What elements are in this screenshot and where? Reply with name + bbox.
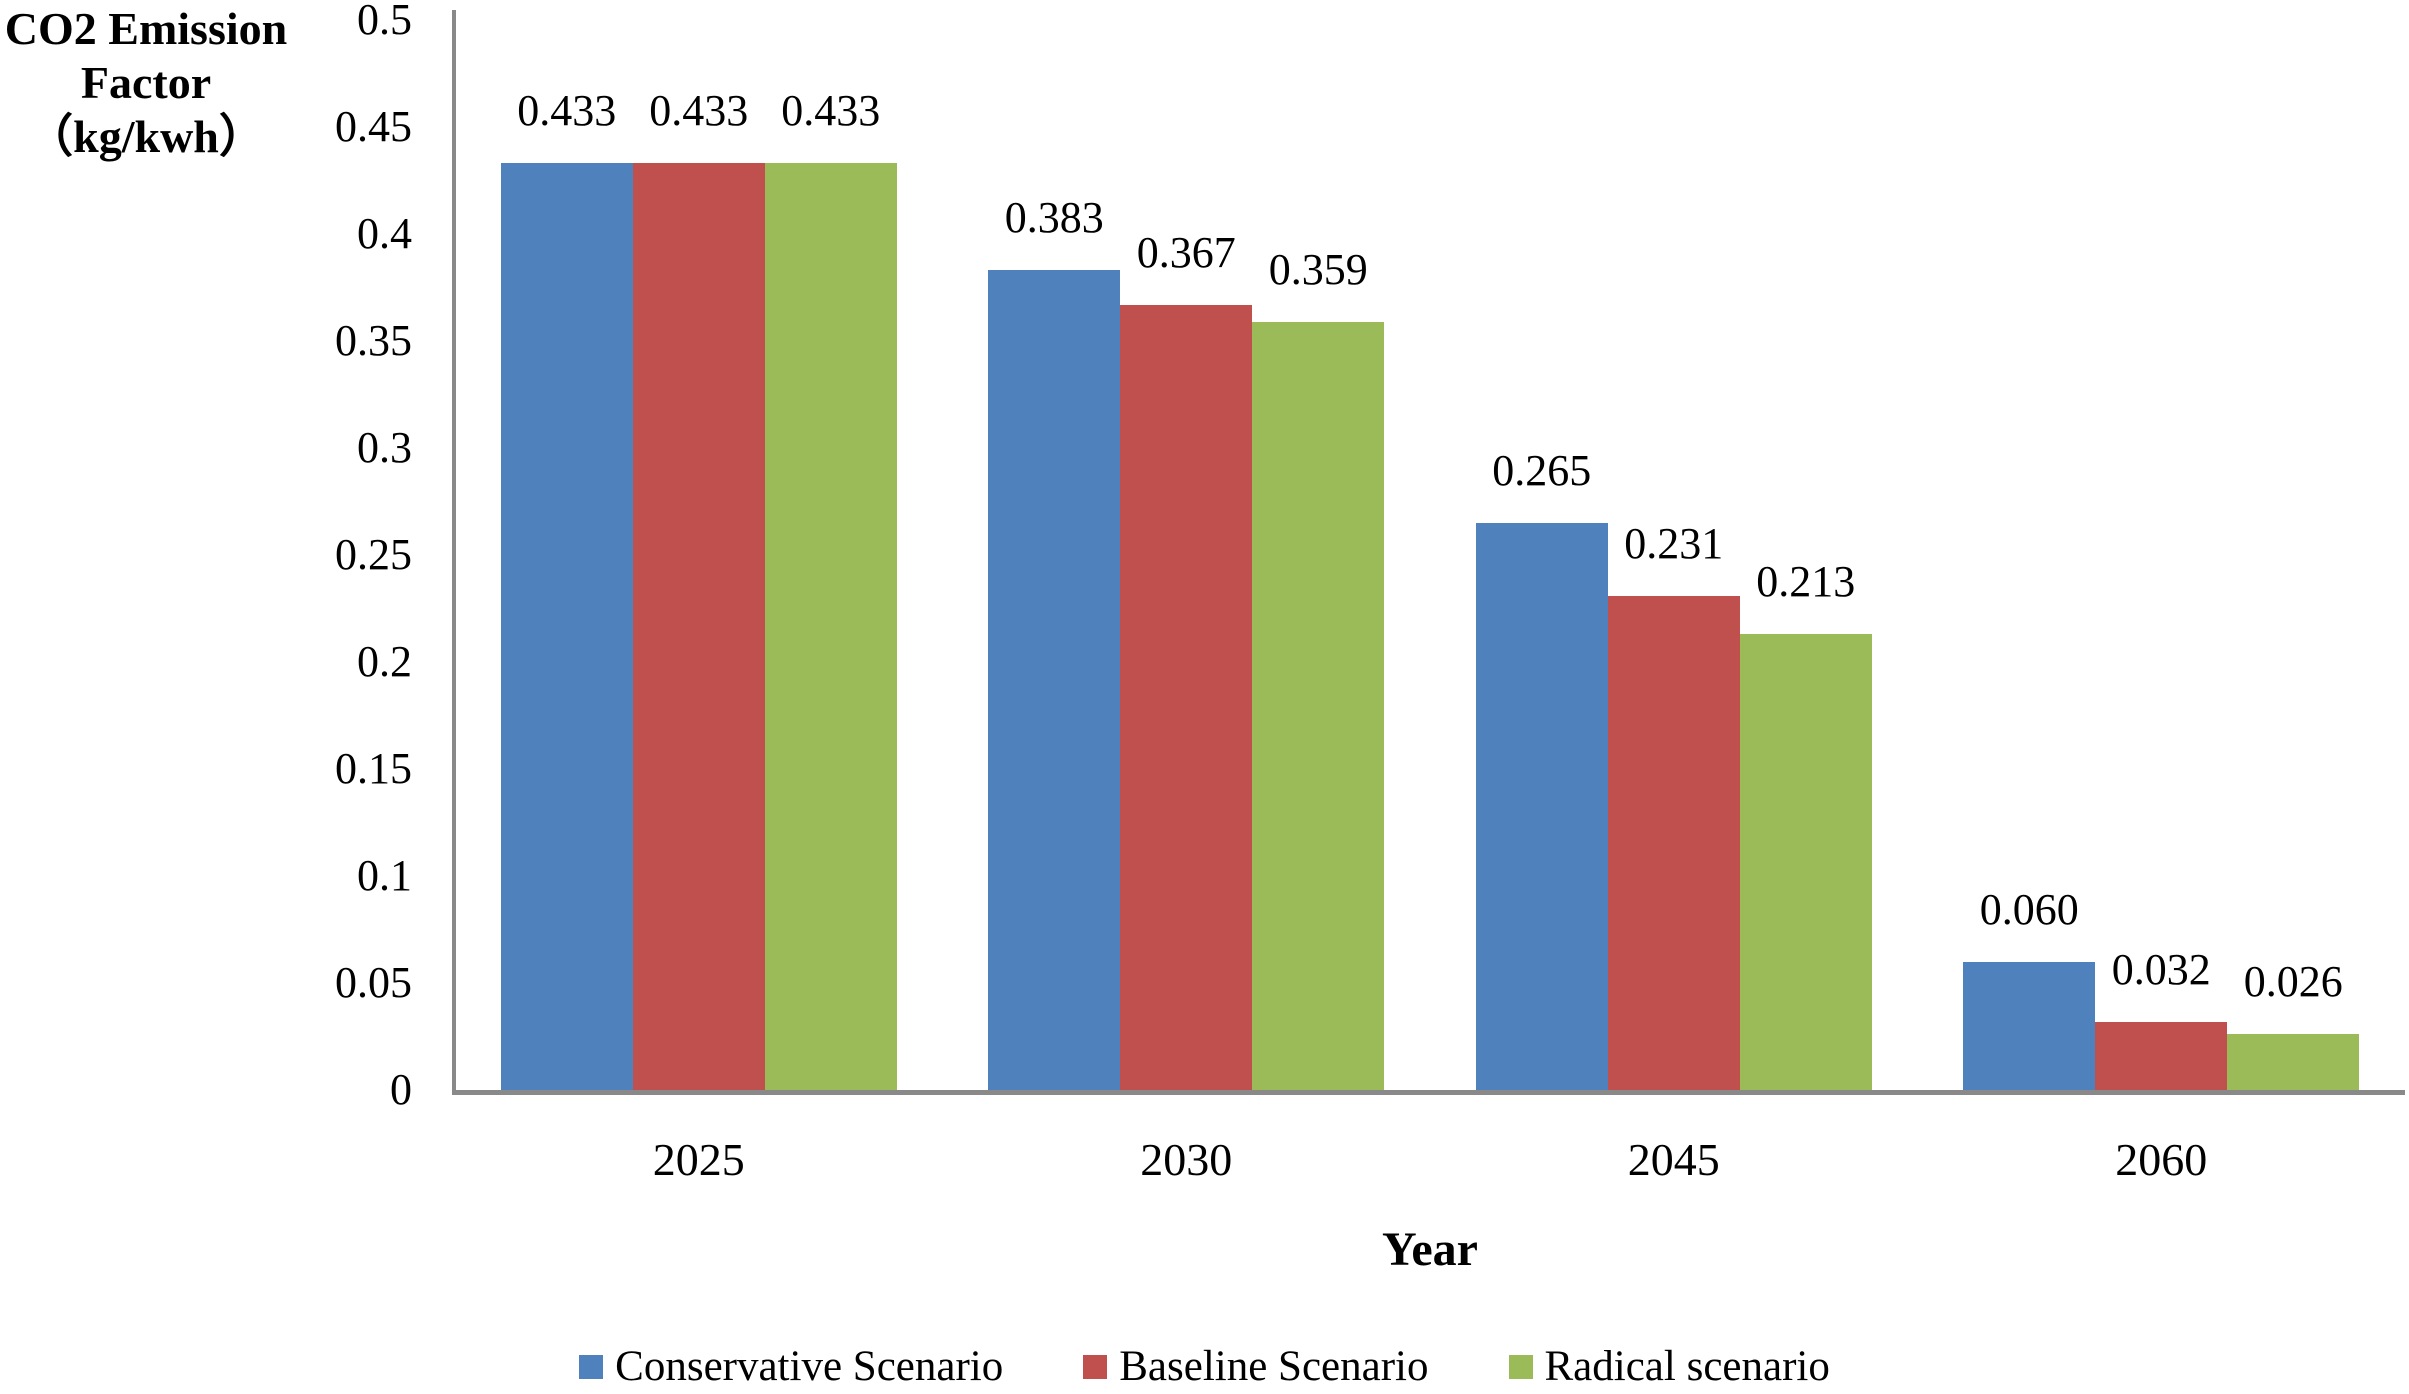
bar-value-label: 0.231 bbox=[1624, 518, 1724, 568]
y-tick-label: 0.25 bbox=[335, 530, 412, 579]
legend-label: Baseline Scenario bbox=[1119, 1343, 1429, 1390]
legend-swatch-icon bbox=[579, 1355, 604, 1379]
y-tick-label: 0.05 bbox=[335, 958, 412, 1007]
bar-2060-series-2 bbox=[2227, 1034, 2360, 1090]
y-tick-label: 0.2 bbox=[357, 637, 412, 686]
bar-2025-series-1 bbox=[632, 163, 765, 1090]
bar-2060-series-0 bbox=[1963, 961, 2096, 1090]
bar-value-label: 0.433 bbox=[649, 86, 749, 136]
bar-2045-series-1 bbox=[1607, 595, 1740, 1090]
bar-2030-series-0 bbox=[988, 270, 1121, 1090]
y-tick-label: 0 bbox=[390, 1065, 412, 1114]
legend-item: Conservative Scenario bbox=[579, 1340, 1003, 1394]
y-tick-label: 0.45 bbox=[335, 102, 412, 151]
bar-value-label: 0.433 bbox=[517, 86, 617, 136]
legend-swatch-icon bbox=[1508, 1355, 1533, 1379]
bar-2045-series-0 bbox=[1475, 522, 1608, 1090]
y-axis-title-line: Factor bbox=[80, 57, 212, 108]
bar-value-label: 0.213 bbox=[1756, 557, 1856, 607]
legend-label: Radical scenario bbox=[1544, 1343, 1830, 1390]
bar-2060-series-1 bbox=[2095, 1021, 2228, 1090]
y-axis-line bbox=[452, 10, 456, 1095]
x-tick-label: 2030 bbox=[1140, 1134, 1233, 1185]
legend-item: Radical scenario bbox=[1508, 1340, 1830, 1394]
bar-value-label: 0.367 bbox=[1136, 227, 1236, 277]
bar-2025-series-2 bbox=[764, 163, 897, 1090]
bar-value-label: 0.265 bbox=[1492, 445, 1592, 495]
y-tick-label: 0.15 bbox=[335, 744, 412, 793]
legend-item: Baseline Scenario bbox=[1083, 1340, 1429, 1394]
x-axis-line bbox=[452, 1090, 2405, 1095]
bar-2025-series-0 bbox=[500, 163, 633, 1090]
y-axis-title-line: （kg/kwh） bbox=[27, 111, 265, 162]
x-tick-label: 2045 bbox=[1627, 1134, 1720, 1185]
y-tick-label: 0.3 bbox=[357, 423, 412, 472]
bar-2045-series-2 bbox=[1739, 634, 1872, 1090]
y-tick-label: 0.35 bbox=[335, 316, 412, 365]
x-axis-title: Year bbox=[1382, 1223, 1478, 1276]
bar-2030-series-1 bbox=[1120, 304, 1253, 1090]
legend: Conservative Scenario Baseline Scenario Ra… bbox=[0, 1340, 2409, 1394]
y-tick-label: 0.5 bbox=[357, 0, 412, 44]
bar-value-label: 0.032 bbox=[2111, 944, 2211, 994]
y-tick-label: 0.4 bbox=[357, 209, 412, 258]
legend-swatch-icon bbox=[1083, 1355, 1108, 1379]
bar-value-label: 0.026 bbox=[2243, 957, 2343, 1007]
legend-label: Conservative Scenario bbox=[615, 1343, 1004, 1390]
bar-value-label: 0.060 bbox=[1979, 884, 2079, 934]
y-axis-title: CO2 Emission Factor （kg/kwh） bbox=[0, 2, 292, 164]
bar-value-label: 0.433 bbox=[781, 86, 881, 136]
bar-value-label: 0.359 bbox=[1268, 244, 1368, 294]
y-axis-title-line: CO2 Emission bbox=[4, 3, 288, 54]
x-tick-label: 2025 bbox=[652, 1134, 745, 1185]
x-tick-label: 2060 bbox=[2115, 1134, 2208, 1185]
bar-value-label: 0.383 bbox=[1004, 193, 1104, 243]
y-tick-label: 0.1 bbox=[357, 851, 412, 900]
bar-2030-series-2 bbox=[1252, 321, 1385, 1090]
